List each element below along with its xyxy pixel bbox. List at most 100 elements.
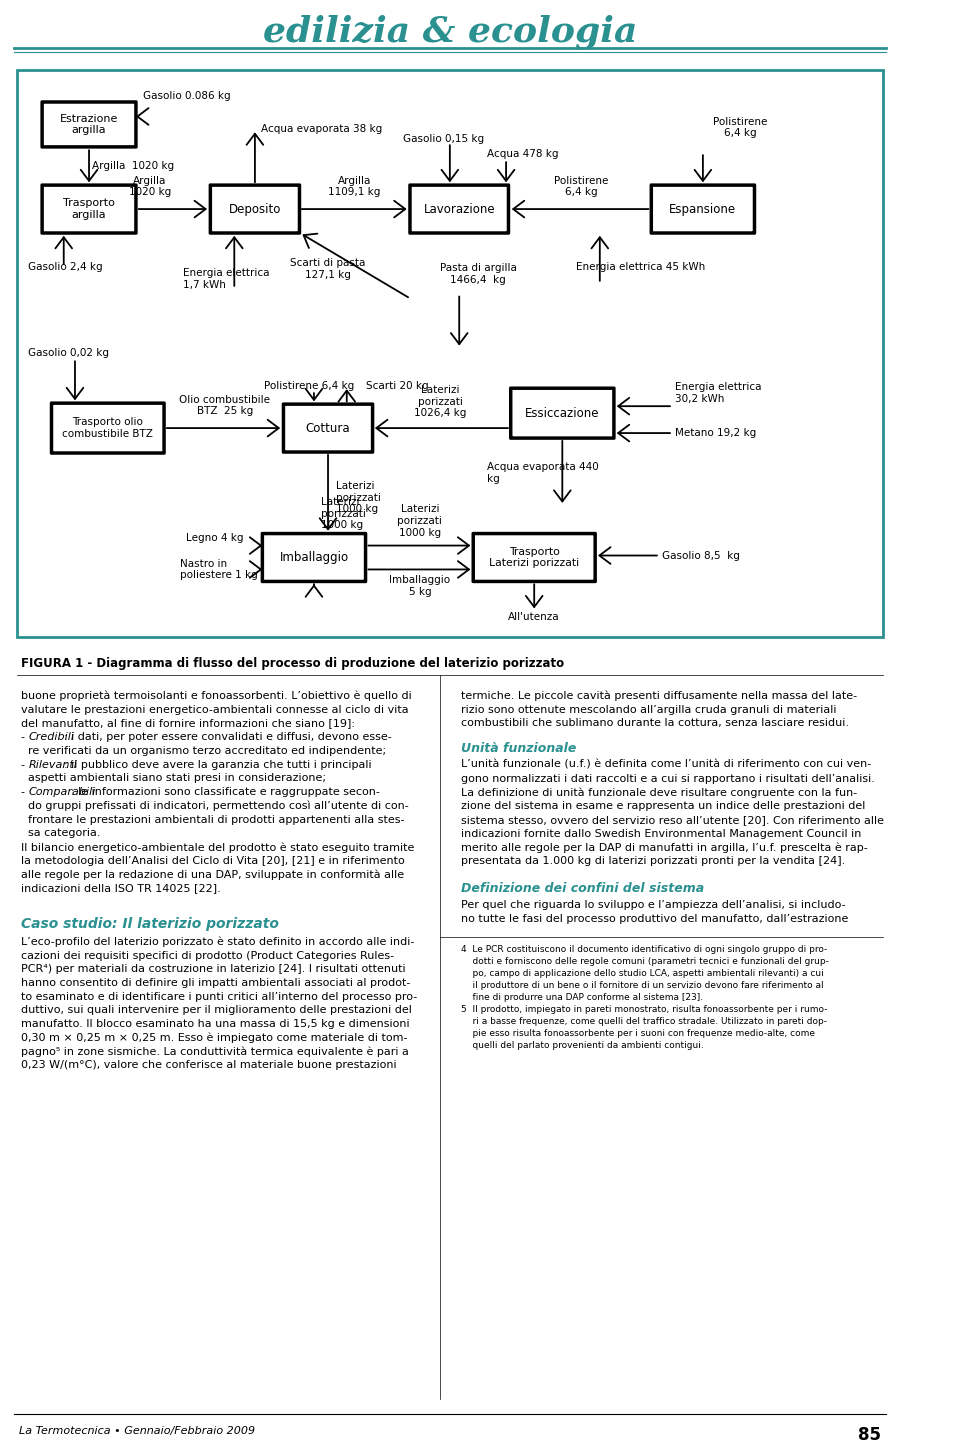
- Text: 0,30 m × 0,25 m × 0,25 m. Esso è impiegato come materiale di tom-: 0,30 m × 0,25 m × 0,25 m. Esso è impiega…: [20, 1033, 407, 1043]
- Text: sa categoria.: sa categoria.: [20, 828, 100, 838]
- Text: frontare le prestazioni ambientali di prodotti appartenenti alla stes-: frontare le prestazioni ambientali di pr…: [20, 815, 404, 825]
- FancyBboxPatch shape: [410, 185, 509, 233]
- Text: Polistirene
6,4 kg: Polistirene 6,4 kg: [554, 175, 609, 197]
- Text: merito alle regole per la DAP di manufatti in argilla, l’u.f. prescelta è rap-: merito alle regole per la DAP di manufat…: [461, 842, 868, 852]
- Text: : i dati, per poter essere convalidati e diffusi, devono esse-: : i dati, per poter essere convalidati e…: [63, 732, 392, 742]
- Text: Energia elettrica
30,2 kWh: Energia elettrica 30,2 kWh: [675, 382, 761, 404]
- Text: PCR⁴) per materiali da costruzione in laterizio [24]. I risultati ottenuti: PCR⁴) per materiali da costruzione in la…: [20, 964, 405, 974]
- Text: alle regole per la redazione di una DAP, sviluppate in conformità alle: alle regole per la redazione di una DAP,…: [20, 870, 404, 880]
- Text: Comparabili: Comparabili: [29, 787, 96, 797]
- Text: manufatto. Il blocco esaminato ha una massa di 15,5 kg e dimensioni: manufatto. Il blocco esaminato ha una ma…: [20, 1019, 409, 1029]
- Text: presentata da 1.000 kg di laterizi porizzati pronti per la vendita [24].: presentata da 1.000 kg di laterizi poriz…: [461, 857, 846, 867]
- Text: La Termotecnica • Gennaio/Febbraio 2009: La Termotecnica • Gennaio/Febbraio 2009: [19, 1425, 254, 1435]
- Text: -: -: [20, 787, 28, 797]
- Text: 4  Le PCR costituiscono il documento identificativo di ogni singolo gruppo di pr: 4 Le PCR costituiscono il documento iden…: [461, 945, 828, 954]
- Text: zione del sistema in esame e rappresenta un indice delle prestazioni del: zione del sistema in esame e rappresenta…: [461, 802, 866, 812]
- Text: Caso studio: Il laterizio porizzato: Caso studio: Il laterizio porizzato: [20, 917, 278, 930]
- Text: Acqua evaporata 38 kg: Acqua evaporata 38 kg: [260, 124, 382, 135]
- Text: termiche. Le piccole cavità presenti diffusamente nella massa del late-: termiche. Le piccole cavità presenti dif…: [461, 690, 857, 702]
- Text: Olio combustibile
BTZ  25 kg: Olio combustibile BTZ 25 kg: [180, 395, 271, 417]
- Text: aspetti ambientali siano stati presi in considerazione;: aspetti ambientali siano stati presi in …: [20, 773, 325, 783]
- Text: Metano 19,2 kg: Metano 19,2 kg: [675, 428, 756, 438]
- Text: Polistirene
6,4 kg: Polistirene 6,4 kg: [713, 117, 768, 139]
- Text: Essiccazione: Essiccazione: [525, 407, 600, 420]
- Text: re verificati da un organismo terzo accreditato ed indipendente;: re verificati da un organismo terzo accr…: [20, 745, 386, 755]
- Text: gono normalizzati i dati raccolti e a cui si rapportano i risultati dell’analisi: gono normalizzati i dati raccolti e a cu…: [461, 774, 875, 784]
- Text: no tutte le fasi del processo produttivo del manufatto, dall’estrazione: no tutte le fasi del processo produttivo…: [461, 913, 849, 923]
- Text: rizio sono ottenute mescolando all’argilla cruda granuli di materiali: rizio sono ottenute mescolando all’argil…: [461, 705, 836, 715]
- Text: Scarti di pasta
127,1 kg: Scarti di pasta 127,1 kg: [290, 258, 366, 279]
- Text: : le informazioni sono classificate e raggruppate secon-: : le informazioni sono classificate e ra…: [71, 787, 380, 797]
- Text: indicazioni della ISO TR 14025 [22].: indicazioni della ISO TR 14025 [22].: [20, 883, 221, 893]
- Text: 0,23 W/(m°C), valore che conferisce al materiale buone prestazioni: 0,23 W/(m°C), valore che conferisce al m…: [20, 1061, 396, 1071]
- FancyBboxPatch shape: [52, 404, 164, 453]
- Text: buone proprietà termoisolanti e fonoassorbenti. L’obiettivo è quello di: buone proprietà termoisolanti e fonoasso…: [20, 690, 412, 702]
- Text: L’eco-profilo del laterizio porizzato è stato definito in accordo alle indi-: L’eco-profilo del laterizio porizzato è …: [20, 936, 414, 948]
- Text: hanno consentito di definire gli impatti ambientali associati al prodot-: hanno consentito di definire gli impatti…: [20, 978, 410, 988]
- Text: Gasolio 0,02 kg: Gasolio 0,02 kg: [28, 349, 109, 359]
- Text: -: -: [20, 760, 28, 770]
- Text: pie esso risulta fonoassorbente per i suoni con frequenze medio-alte, come: pie esso risulta fonoassorbente per i su…: [461, 1029, 815, 1037]
- Text: del manufatto, al fine di fornire informazioni che siano [19]:: del manufatto, al fine di fornire inform…: [20, 718, 354, 728]
- Text: La definizione di unità funzionale deve risultare congruente con la fun-: La definizione di unità funzionale deve …: [461, 787, 857, 797]
- Text: Laterizi
porizzati
1000 kg: Laterizi porizzati 1000 kg: [321, 498, 366, 530]
- Text: Trasporto
Laterizi porizzati: Trasporto Laterizi porizzati: [490, 547, 579, 569]
- Text: Lavorazione: Lavorazione: [423, 203, 495, 216]
- Text: combustibili che sublimano durante la cottura, senza lasciare residui.: combustibili che sublimano durante la co…: [461, 718, 849, 728]
- Text: FIGURA 1 - Diagramma di flusso del processo di produzione del laterizio porizzat: FIGURA 1 - Diagramma di flusso del proce…: [20, 657, 564, 670]
- Text: Per quel che riguarda lo sviluppo e l’ampiezza dell’analisi, si includo-: Per quel che riguarda lo sviluppo e l’am…: [461, 900, 846, 910]
- Text: Legno 4 kg: Legno 4 kg: [185, 532, 243, 543]
- Text: Gasolio 8,5  kg: Gasolio 8,5 kg: [661, 550, 739, 560]
- Text: Energia elettrica
1,7 kWh: Energia elettrica 1,7 kWh: [182, 268, 269, 289]
- Text: Gasolio 0.086 kg: Gasolio 0.086 kg: [143, 91, 231, 101]
- Text: Acqua 478 kg: Acqua 478 kg: [488, 149, 559, 159]
- Text: Trasporto olio
combustibile BTZ: Trasporto olio combustibile BTZ: [62, 417, 154, 438]
- FancyBboxPatch shape: [473, 534, 595, 582]
- Text: indicazioni fornite dallo Swedish Environmental Management Council in: indicazioni fornite dallo Swedish Enviro…: [461, 829, 861, 839]
- Text: duttivo, sui quali intervenire per il miglioramento delle prestazioni del: duttivo, sui quali intervenire per il mi…: [20, 1006, 412, 1016]
- Text: Pasta di argilla
1466,4  kg: Pasta di argilla 1466,4 kg: [440, 263, 516, 285]
- Text: Argilla
1109,1 kg: Argilla 1109,1 kg: [328, 175, 380, 197]
- Text: edilizia & ecologia: edilizia & ecologia: [263, 14, 637, 49]
- Text: Scarti 20 kg: Scarti 20 kg: [366, 381, 428, 391]
- Text: il produttore di un bene o il fornitore di un servizio devono fare riferimento a: il produttore di un bene o il fornitore …: [461, 981, 824, 990]
- Text: Acqua evaporata 440
kg: Acqua evaporata 440 kg: [488, 462, 599, 483]
- Text: Unità funzionale: Unità funzionale: [461, 742, 576, 755]
- FancyBboxPatch shape: [511, 388, 613, 438]
- Text: cazioni dei requisiti specifici di prodotto (Product Categories Rules-: cazioni dei requisiti specifici di prodo…: [20, 951, 394, 961]
- FancyBboxPatch shape: [283, 404, 372, 451]
- Text: fine di produrre una DAP conforme al sistema [23].: fine di produrre una DAP conforme al sis…: [461, 993, 704, 1001]
- Text: Nastro in
poliestere 1 kg: Nastro in poliestere 1 kg: [180, 559, 257, 580]
- Text: Argilla  1020 kg: Argilla 1020 kg: [92, 161, 174, 171]
- FancyBboxPatch shape: [210, 185, 300, 233]
- Text: Cottura: Cottura: [305, 421, 350, 434]
- Text: Imballaggio: Imballaggio: [279, 551, 348, 564]
- Text: 85: 85: [858, 1425, 881, 1444]
- Text: Gasolio 0,15 kg: Gasolio 0,15 kg: [403, 135, 484, 145]
- FancyBboxPatch shape: [42, 185, 136, 233]
- Text: Laterizi
porizzati
1000 kg: Laterizi porizzati 1000 kg: [397, 505, 443, 538]
- Text: L’unità funzionale (u.f.) è definita come l’unità di riferimento con cui ven-: L’unità funzionale (u.f.) è definita com…: [461, 760, 872, 770]
- Text: Trasporto
argilla: Trasporto argilla: [63, 198, 115, 220]
- Text: -: -: [20, 732, 28, 742]
- Text: Deposito: Deposito: [228, 203, 281, 216]
- Text: Estrazione
argilla: Estrazione argilla: [60, 114, 118, 135]
- FancyBboxPatch shape: [17, 69, 883, 637]
- Text: Polistirene 6,4 kg: Polistirene 6,4 kg: [264, 381, 354, 391]
- Text: Gasolio 2,4 kg: Gasolio 2,4 kg: [28, 262, 103, 272]
- Text: ri a basse frequenze, come quelli del traffico stradale. Utilizzato in pareti do: ri a basse frequenze, come quelli del tr…: [461, 1017, 828, 1026]
- Text: Espansione: Espansione: [669, 203, 736, 216]
- Text: Il bilancio energetico-ambientale del prodotto è stato eseguito tramite: Il bilancio energetico-ambientale del pr…: [20, 842, 414, 852]
- Text: quelli del parlato provenienti da ambienti contigui.: quelli del parlato provenienti da ambien…: [461, 1040, 704, 1049]
- Text: do gruppi prefissati di indicatori, permettendo così all’utente di con-: do gruppi prefissati di indicatori, perm…: [20, 800, 408, 812]
- Text: All'utenza: All'utenza: [509, 612, 560, 622]
- Text: Laterizi
porizzati
1026,4 kg: Laterizi porizzati 1026,4 kg: [415, 385, 467, 418]
- Text: Laterizi
porizzati
1000 kg: Laterizi porizzati 1000 kg: [335, 482, 380, 514]
- Text: po, campo di applicazione dello studio LCA, aspetti ambientali rilevanti) a cui: po, campo di applicazione dello studio L…: [461, 969, 824, 978]
- Text: valutare le prestazioni energetico-ambientali connesse al ciclo di vita: valutare le prestazioni energetico-ambie…: [20, 705, 408, 715]
- Text: sistema stesso, ovvero del servizio reso all’utente [20]. Con riferimento alle: sistema stesso, ovvero del servizio reso…: [461, 815, 884, 825]
- Text: Rilevanti: Rilevanti: [29, 760, 78, 770]
- FancyBboxPatch shape: [42, 101, 136, 148]
- Text: to esaminato e di identificare i punti critici all’interno del processo pro-: to esaminato e di identificare i punti c…: [20, 991, 417, 1001]
- Text: pagno⁵ in zone sismiche. La conduttività termica equivalente è pari a: pagno⁵ in zone sismiche. La conduttività…: [20, 1046, 409, 1058]
